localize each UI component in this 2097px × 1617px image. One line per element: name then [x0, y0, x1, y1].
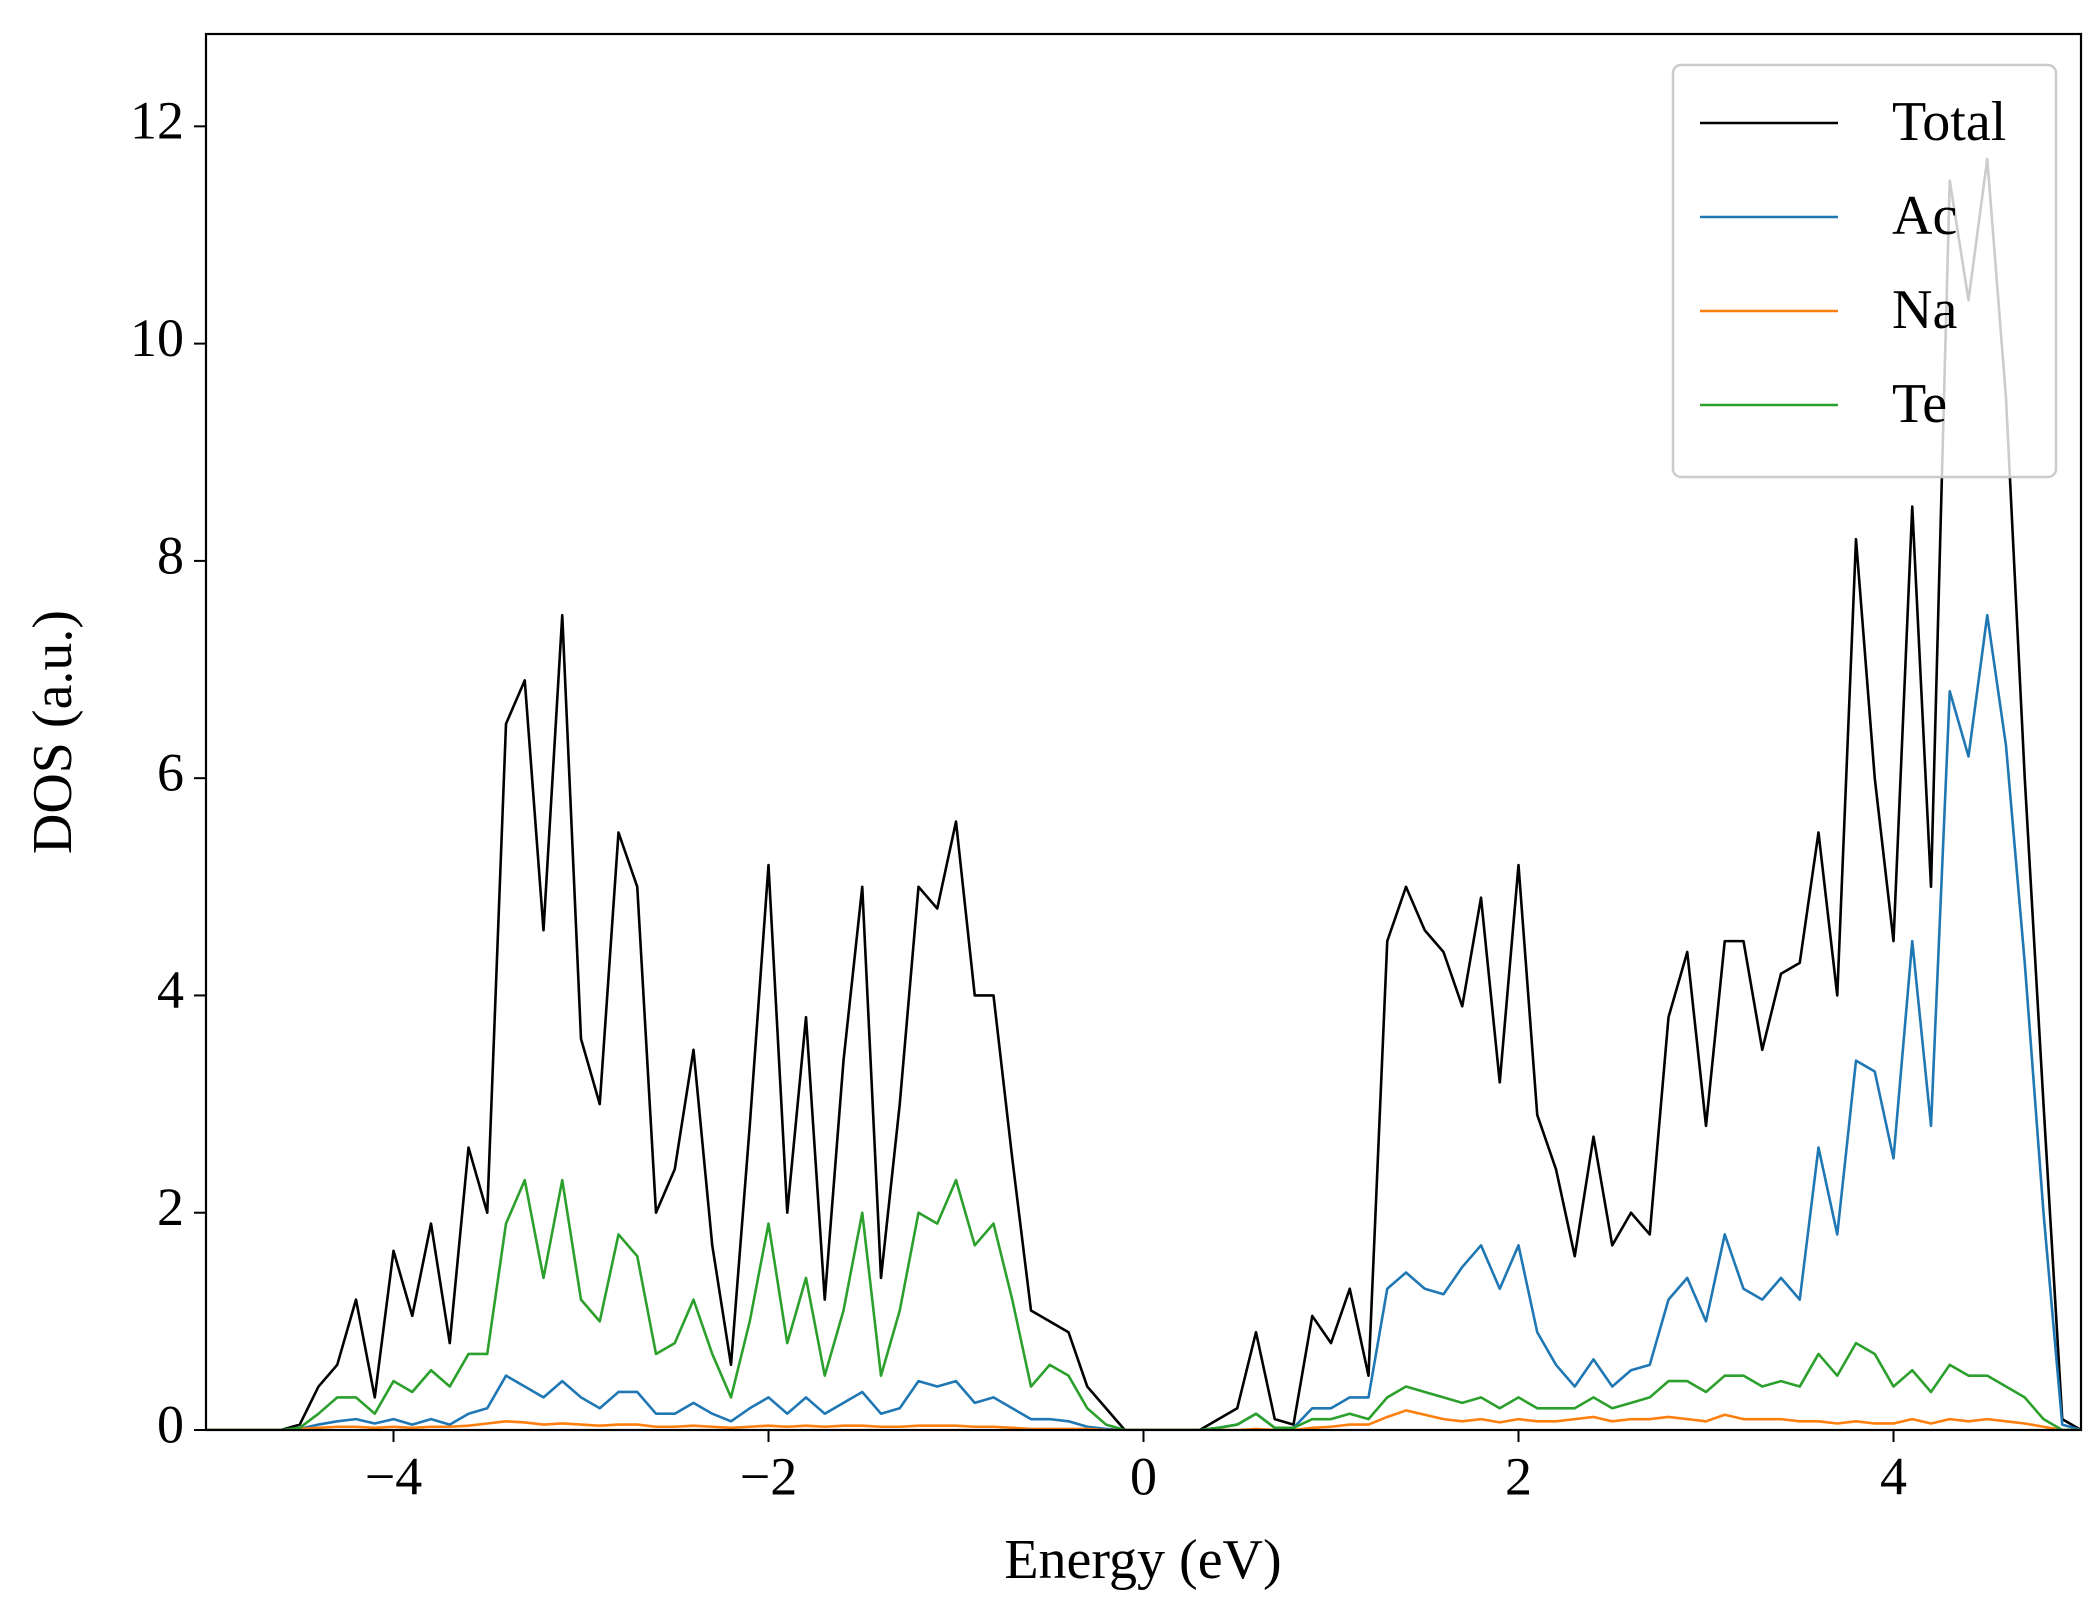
x-tick-label: −2 [740, 1446, 797, 1506]
y-tick-label: 6 [157, 743, 184, 803]
legend-label: Total [1892, 91, 2006, 153]
series-line [206, 157, 2081, 1430]
y-axis-label: DOS (a.u.) [22, 610, 84, 854]
legend-label: Ac [1892, 185, 1957, 247]
axes-frame [204, 32, 2083, 1432]
x-tick-label: −4 [365, 1446, 422, 1506]
series-line [206, 613, 2081, 1430]
series-line [206, 1178, 2081, 1430]
y-tick-label: 0 [157, 1394, 184, 1454]
y-tick-label: 10 [130, 308, 184, 368]
x-axis-label: Energy (eV) [1004, 1529, 1281, 1591]
y-tick-label: 8 [157, 525, 184, 585]
legend-box [1671, 63, 2058, 479]
series-line [206, 1409, 2081, 1430]
y-tick-label: 12 [130, 91, 184, 151]
x-tick-label: 2 [1505, 1446, 1532, 1506]
legend-label: Na [1892, 279, 1957, 341]
y-tick-label: 4 [157, 960, 184, 1020]
y-tick-label: 2 [157, 1177, 184, 1237]
x-tick-label: 0 [1130, 1446, 1157, 1506]
x-tick-label: 4 [1880, 1446, 1907, 1506]
legend-label: Te [1892, 373, 1947, 435]
